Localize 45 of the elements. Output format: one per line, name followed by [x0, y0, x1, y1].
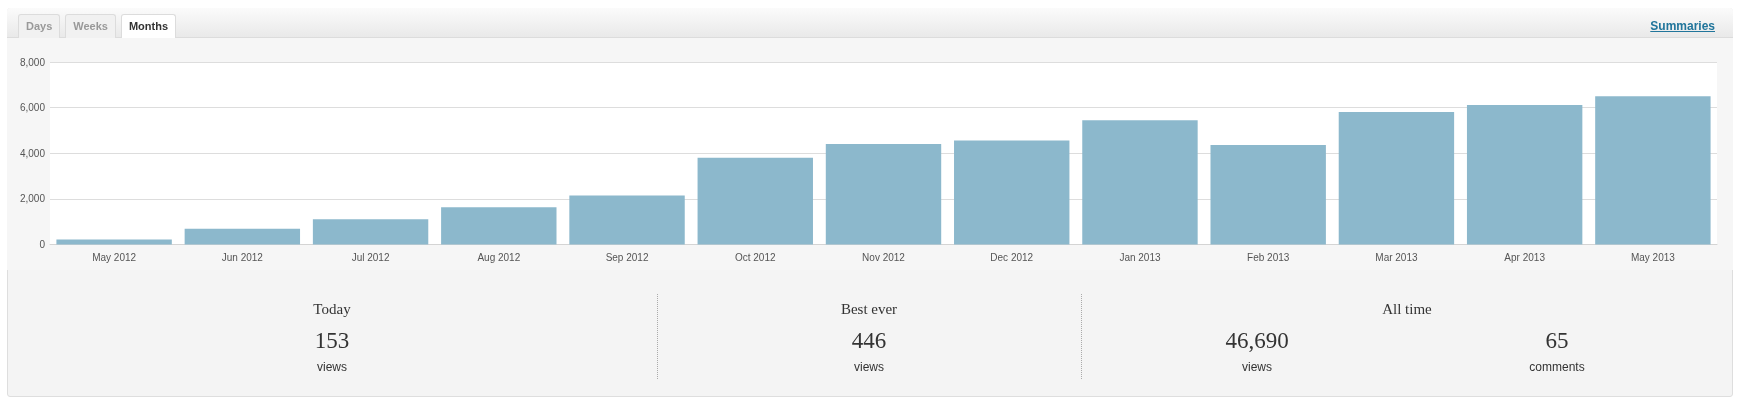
bar — [954, 140, 1070, 245]
text: views — [1241, 360, 1272, 374]
bar — [1466, 105, 1583, 245]
y-tick-label: 0 — [39, 238, 46, 250]
category-label: Best ever — [840, 301, 898, 317]
x-tick-label: May 2013 — [1630, 251, 1676, 263]
x-tick-label: Feb 2013 — [1247, 251, 1290, 263]
x-tick-label: Jul 2012 — [351, 251, 390, 263]
bar — [312, 219, 429, 245]
data-label: 46,690 — [1225, 328, 1289, 353]
bar — [441, 207, 557, 245]
text: comments — [1529, 360, 1585, 374]
text: views — [316, 360, 347, 374]
x-tick-label: Jun 2012 — [221, 251, 264, 263]
category-label: All time — [1382, 301, 1432, 317]
category-label: Today — [313, 301, 351, 317]
x-tick-label: Apr 2013 — [1504, 251, 1546, 263]
data-label: 153 — [314, 328, 350, 353]
x-tick-label: Dec 2012 — [990, 251, 1034, 263]
text: views — [853, 360, 884, 374]
bar — [1210, 144, 1326, 245]
data-label: 65 — [1545, 328, 1569, 353]
x-tick-label: May 2012 — [92, 251, 137, 263]
bar — [825, 144, 942, 245]
y-tick-label: 8,000 — [19, 56, 46, 68]
x-tick-label: Mar 2013 — [1375, 251, 1418, 263]
tab: Days — [18, 14, 61, 38]
x-tick-label: Aug 2012 — [477, 251, 521, 263]
y-tick-label: 4,000 — [19, 147, 46, 159]
bar — [184, 228, 301, 245]
x-tick-label: Oct 2012 — [734, 251, 776, 263]
data-label: 446 — [851, 328, 887, 353]
tab: Weeks — [65, 14, 116, 38]
bar — [569, 195, 685, 245]
text: Summaries — [1650, 19, 1715, 33]
bar — [1595, 96, 1711, 245]
x-tick-label: Jan 2013 — [1119, 251, 1161, 263]
y-tick-label: 2,000 — [19, 193, 46, 205]
x-tick-label: Nov 2012 — [862, 251, 906, 263]
tab: Months — [120, 14, 177, 38]
bar — [697, 157, 813, 245]
x-tick-label: Sep 2012 — [605, 251, 649, 263]
y-tick-label: 6,000 — [19, 102, 46, 114]
bar — [1338, 111, 1455, 245]
bar — [1082, 120, 1198, 245]
